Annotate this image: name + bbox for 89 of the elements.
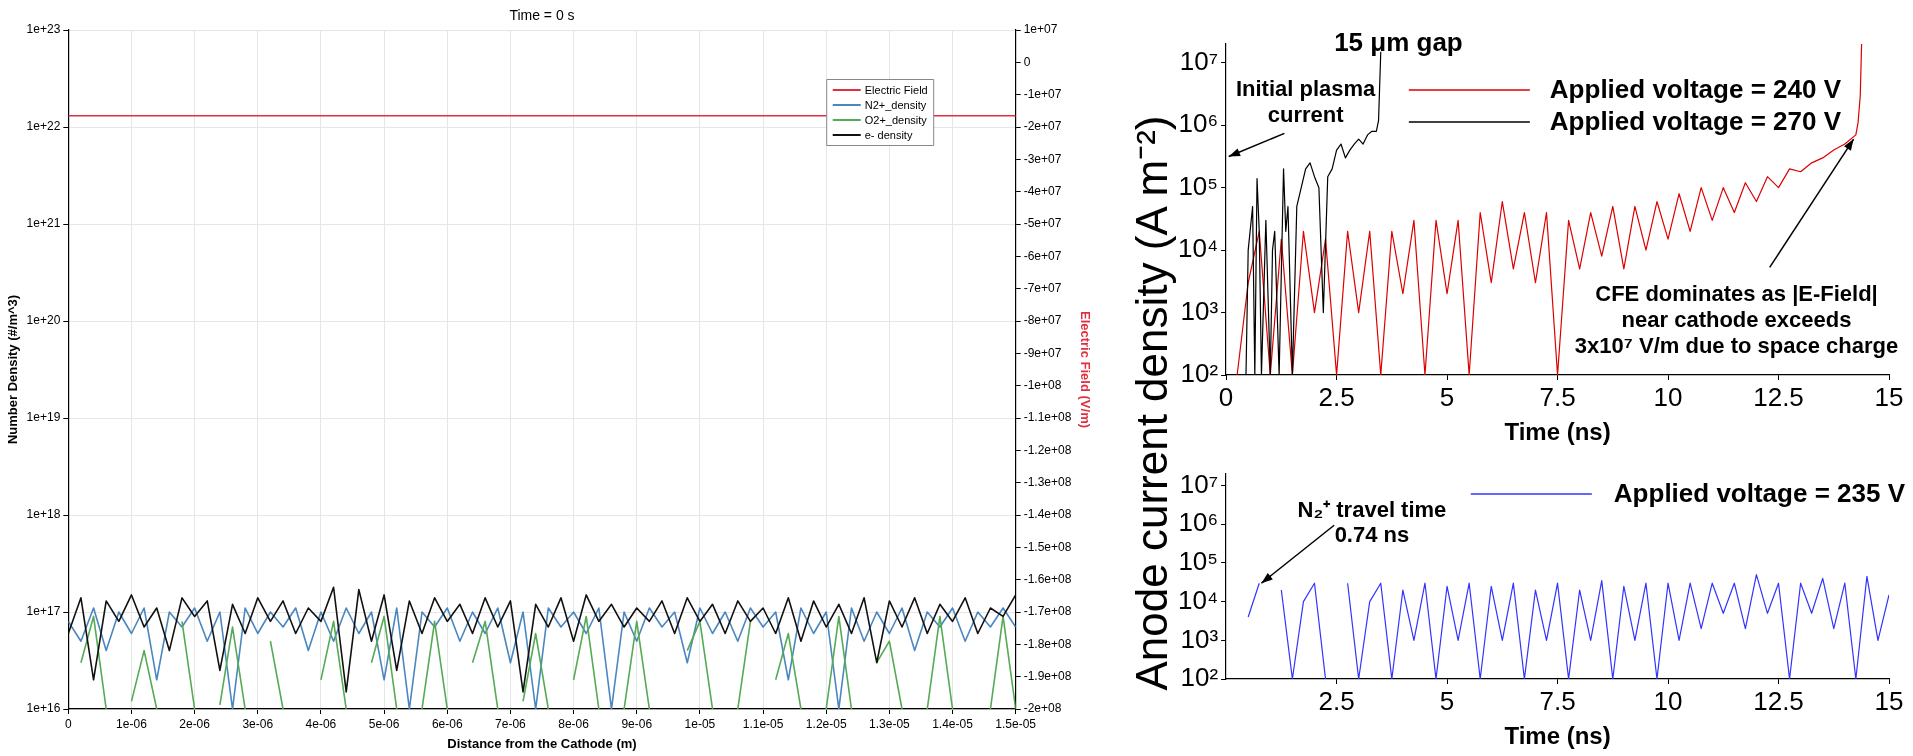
y-tick-label: 10³ — [1180, 623, 1219, 654]
y-tick-label: 1e+22 — [26, 119, 61, 134]
y-tick-label: 1e+17 — [26, 604, 61, 619]
y-tick-label: 1e+16 — [26, 701, 61, 716]
y-tick-label: 10³ — [1180, 295, 1219, 326]
x-tick-label: 10 — [1653, 685, 1683, 716]
y2-tick-label: -4e+07 — [1023, 183, 1062, 198]
y-tick-label: 10⁵ — [1178, 546, 1219, 577]
x-tick-label: 7.5 — [1539, 685, 1576, 716]
y2-tick-label: -2e+07 — [1023, 119, 1062, 134]
x-tick-label: 8e-06 — [558, 716, 590, 731]
y-tick-label: 1e+20 — [26, 313, 61, 328]
y-tick-label: 10⁵ — [1178, 170, 1219, 201]
y2-tick-label: -1e+07 — [1023, 86, 1062, 101]
annotation: CFE dominates as |E-Field| near cathode exceeds 3x10⁷ V/m due to space charge — [1574, 280, 1899, 358]
x-tick-label: 5e-06 — [368, 716, 400, 731]
x-tick-label: 0 — [64, 716, 72, 731]
y-tick-label: 1e+18 — [26, 507, 61, 522]
x-tick-label: 2.5 — [1318, 381, 1355, 412]
y-tick-label: 10⁷ — [1179, 468, 1219, 499]
y-tick-label: 10² — [1180, 358, 1219, 389]
y2-tick-label: -3e+07 — [1023, 151, 1062, 166]
legend-label: N2+_density — [864, 99, 927, 112]
y-tick-label: 10⁷ — [1179, 45, 1219, 76]
y2-tick-label: -1.6e+08 — [1023, 571, 1072, 586]
y2-tick-label: 0 — [1023, 54, 1031, 69]
y-tick-label: 10⁶ — [1178, 108, 1219, 139]
x-tick-label: 1.3e-05 — [869, 716, 911, 731]
y2-tick-label: -7e+07 — [1023, 280, 1062, 295]
annotation: N₂⁺ travel time 0.74 ns — [1297, 496, 1447, 547]
y2-tick-label: -1.1e+08 — [1023, 410, 1072, 425]
y2-tick-label: -6e+07 — [1023, 248, 1062, 263]
x-tick-label: 3e-06 — [242, 716, 274, 731]
y2-tick-label: -1.3e+08 — [1023, 474, 1072, 489]
y-tick-label: 10⁴ — [1178, 584, 1219, 615]
legend-label: O2+_density — [864, 114, 928, 127]
chart-title: Time = 0 s — [509, 6, 575, 23]
x-tick-label: 7.5 — [1539, 381, 1576, 412]
x-tick-label: 12.5 — [1753, 381, 1804, 412]
legend-label: e- density — [864, 129, 913, 142]
y2-tick-label: -8e+07 — [1023, 313, 1062, 328]
x-tick-label: 7e-06 — [495, 716, 527, 731]
y2-tick-label: -9e+07 — [1023, 345, 1062, 360]
legend-label: Applied voltage = 240 V — [1549, 74, 1842, 105]
legend-label: Applied voltage = 235 V — [1613, 478, 1906, 509]
y2-tick-label: -1e+08 — [1023, 377, 1062, 392]
x-tick-label: 2.5 — [1318, 685, 1355, 716]
x-tick-label: 4e-06 — [305, 716, 337, 731]
legend-label: Applied voltage = 270 V — [1549, 106, 1842, 137]
y2-tick-label: -2e+08 — [1023, 701, 1062, 716]
y2-tick-label: -1.4e+08 — [1023, 507, 1072, 522]
x-tick-label: 9e-06 — [621, 716, 653, 731]
y2-tick-label: 1e+07 — [1023, 22, 1058, 37]
x-tick-label: 2e-06 — [179, 716, 211, 731]
x-tick-label: 15 — [1874, 381, 1904, 412]
x-tick-label: 15 — [1874, 685, 1904, 716]
x-tick-label: 0 — [1218, 381, 1234, 412]
y2-tick-label: -1.8e+08 — [1023, 636, 1072, 651]
x-tick-label: 1e-06 — [116, 716, 148, 731]
y-tick-label: 10⁴ — [1178, 233, 1219, 264]
x-tick-label: 1.4e-05 — [932, 716, 974, 731]
x-tick-label: 1.2e-05 — [805, 716, 847, 731]
y-tick-label: 1e+19 — [26, 410, 61, 425]
legend-label: Electric Field — [864, 84, 928, 97]
x-tick-label: 10 — [1653, 381, 1683, 412]
x-axis-title: Distance from the Cathode (m) — [447, 735, 637, 751]
y2-tick-label: -1.5e+08 — [1023, 539, 1072, 554]
y2-tick-label: -5e+07 — [1023, 216, 1062, 231]
y-tick-label: 10⁶ — [1178, 507, 1219, 538]
x-tick-label: 5 — [1439, 381, 1455, 412]
y-tick-label: 1e+21 — [26, 216, 61, 231]
y2-tick-label: -1.2e+08 — [1023, 442, 1072, 457]
y2-axis-title: Electric Field (V/m) — [1077, 310, 1093, 429]
annotation: Initial plasma current — [1235, 76, 1377, 128]
y2-tick-label: -1.9e+08 — [1023, 668, 1072, 683]
x-tick-label: 1.5e-05 — [995, 716, 1037, 731]
x-axis-title: Time (ns) — [1504, 418, 1611, 446]
x-tick-label: 1.1e-05 — [742, 716, 784, 731]
x-tick-label: 12.5 — [1753, 685, 1804, 716]
x-tick-label: 1e-05 — [684, 716, 716, 731]
y-axis-title: Number Density (#/m^3) — [5, 294, 21, 445]
y2-tick-label: -1.7e+08 — [1023, 604, 1072, 619]
x-tick-label: 5 — [1439, 685, 1455, 716]
x-axis-title: Time (ns) — [1504, 722, 1611, 750]
y-axis-title: Anode current density (A m⁻²) — [1127, 115, 1176, 691]
y-tick-label: 1e+23 — [26, 22, 61, 37]
y-tick-label: 10² — [1180, 662, 1219, 693]
x-tick-label: 6e-06 — [431, 716, 463, 731]
chart-title: 15 μm gap — [1334, 27, 1463, 58]
